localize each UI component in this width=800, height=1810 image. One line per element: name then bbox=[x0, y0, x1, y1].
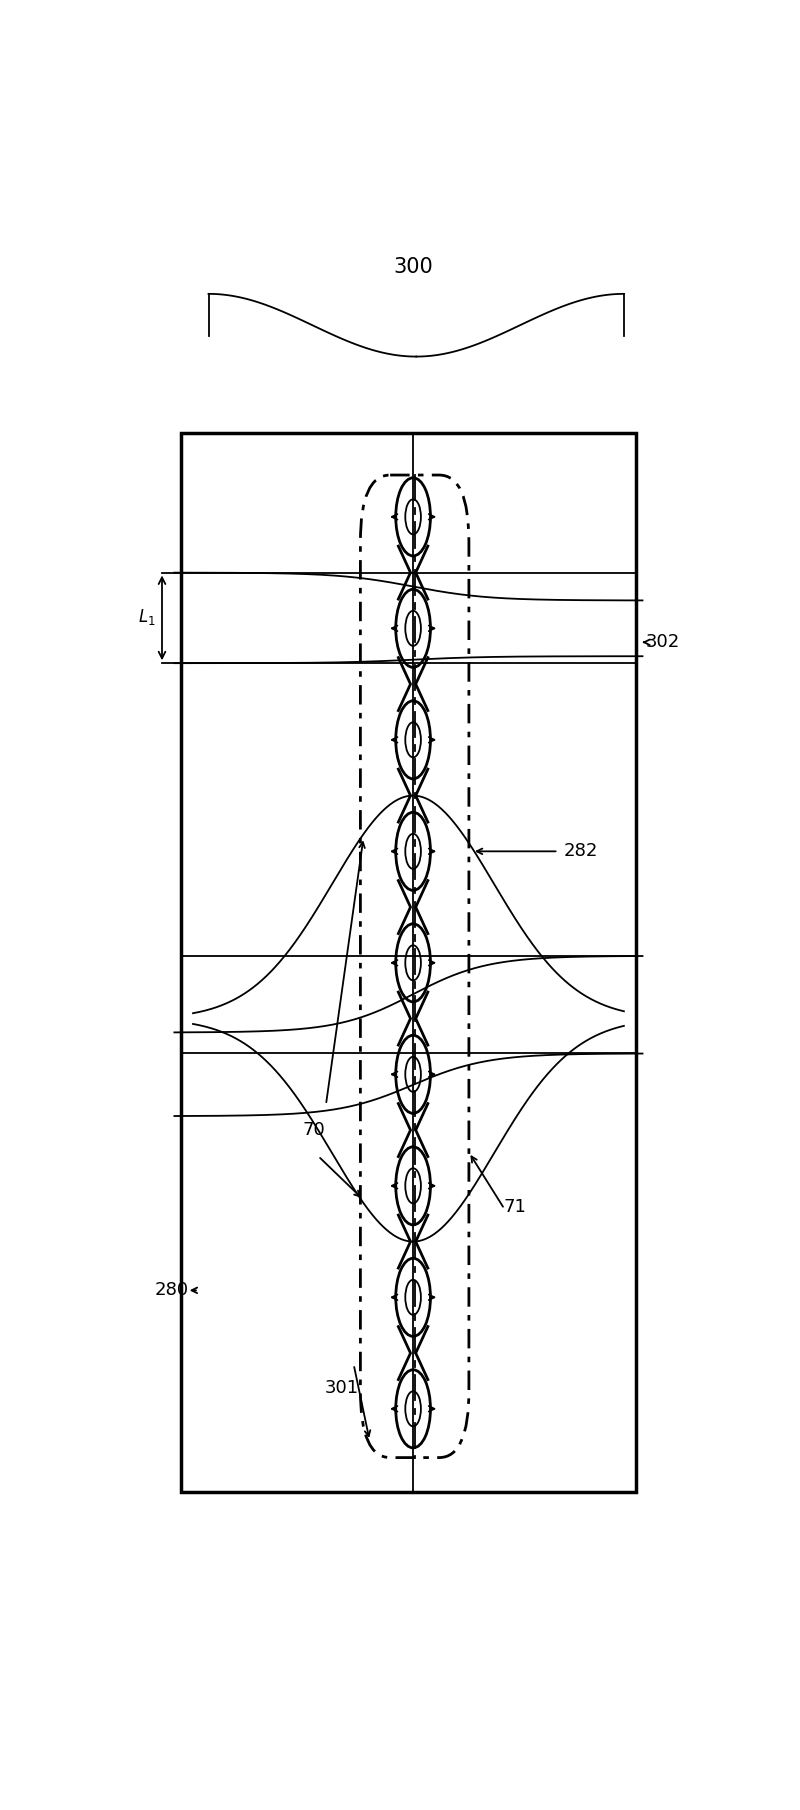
Text: 282: 282 bbox=[563, 842, 598, 860]
Text: 301: 301 bbox=[325, 1379, 359, 1397]
Text: $L_1$: $L_1$ bbox=[138, 606, 155, 628]
Text: 71: 71 bbox=[504, 1198, 527, 1216]
Text: 70: 70 bbox=[302, 1120, 326, 1138]
Text: 280: 280 bbox=[154, 1281, 188, 1300]
Text: 302: 302 bbox=[646, 634, 680, 652]
Text: 300: 300 bbox=[394, 257, 433, 277]
